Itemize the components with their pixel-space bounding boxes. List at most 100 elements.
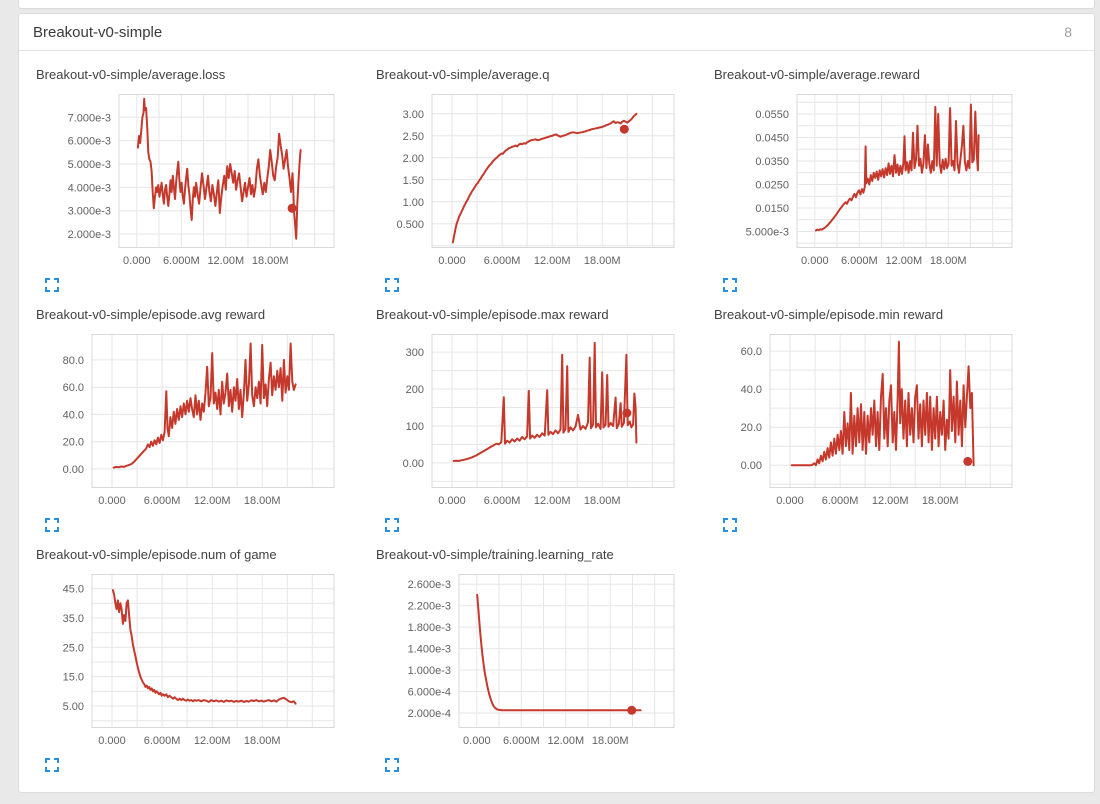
chart-card: Breakout-v0-simple/episode.max reward 0.… — [376, 307, 696, 537]
chart-card: Breakout-v0-simple/episode.num of game 5… — [36, 547, 356, 777]
x-tick-label: 12.00M — [885, 255, 922, 267]
y-tick-label: 2.50 — [403, 131, 424, 143]
x-tick-label: 12.00M — [194, 495, 231, 507]
y-tick-label: 0.0350 — [755, 156, 789, 168]
y-tick-label: 2.00 — [403, 153, 424, 165]
chart-title: Breakout-v0-simple/training.learning_rat… — [376, 547, 614, 562]
plot-border — [431, 94, 675, 248]
y-tick-label: 0.0250 — [755, 180, 789, 192]
x-tick-label: 0.000 — [123, 255, 151, 267]
expand-button[interactable] — [384, 518, 400, 534]
x-tick-label: 0.000 — [776, 495, 804, 507]
x-tick-label: 6.000M — [484, 495, 521, 507]
expand-icon — [45, 518, 59, 532]
y-tick-label: 0.0550 — [755, 109, 789, 121]
chart-card: Breakout-v0-simple/average.q 0.500 1.00 1.… — [376, 67, 696, 297]
chart-line — [814, 103, 980, 232]
line-chart[interactable]: 0.00 100 200 300 0.000 6.000M 12.00M 18.00M — [376, 334, 682, 512]
chart-line — [111, 589, 297, 705]
y-tick-label: 0.00 — [741, 460, 762, 472]
x-tick-label: 0.000 — [438, 255, 466, 267]
chart-title: Breakout-v0-simple/average.reward — [714, 67, 920, 82]
plot-border — [431, 334, 675, 488]
plot-border — [118, 94, 335, 248]
expand-icon — [385, 518, 399, 532]
y-tick-label: 1.400e-3 — [408, 644, 451, 656]
y-tick-label: 5.000e-3 — [68, 159, 111, 171]
line-chart[interactable]: 0.00 20.0 40.0 60.0 0.000 6.000M 12.00M 18.00M — [714, 334, 1020, 512]
x-tick-label: 6.000M — [484, 255, 521, 267]
y-tick-label: 0.0450 — [755, 133, 789, 145]
y-tick-label: 40.0 — [741, 384, 762, 396]
final-value-marker — [963, 456, 973, 466]
line-chart[interactable]: 5.00 15.0 25.0 35.0 45.0 0.000 6.000M 12.00M 18.… — [36, 573, 342, 752]
y-tick-label: 3.000e-3 — [68, 206, 111, 218]
line-chart[interactable]: 2.000e-3 3.000e-3 4.000e-3 5.000e-3 6.000e-3… — [36, 93, 342, 272]
y-tick-label: 3.00 — [403, 109, 424, 121]
x-tick-label: 18.00M — [592, 735, 629, 747]
chart-card: Breakout-v0-simple/episode.min reward 0.… — [714, 307, 1034, 537]
y-tick-label: 35.0 — [63, 613, 84, 625]
y-tick-label: 25.0 — [63, 642, 84, 654]
y-tick-label: 5.00 — [63, 701, 84, 713]
chart-line — [451, 112, 638, 244]
x-tick-label: 6.000M — [822, 495, 859, 507]
y-tick-label: 7.000e-3 — [68, 112, 111, 124]
y-tick-label: 40.0 — [63, 409, 84, 421]
chart-line — [790, 340, 975, 467]
x-tick-label: 6.000M — [503, 735, 540, 747]
x-tick-label: 0.000 — [801, 255, 829, 267]
line-chart[interactable]: 5.000e-3 0.0150 0.0250 0.0350 0.0450 0.0550 0.… — [714, 94, 1020, 272]
expand-button[interactable] — [384, 758, 400, 774]
expand-button[interactable] — [44, 758, 60, 774]
expand-icon — [723, 518, 737, 532]
plot-border — [91, 574, 335, 728]
plot-border — [458, 574, 675, 728]
y-tick-label: 60.0 — [741, 346, 762, 358]
y-tick-label: 15.0 — [63, 672, 84, 684]
line-chart[interactable]: 2.000e-4 6.000e-4 1.000e-3 1.400e-3 1.800e-3… — [376, 574, 682, 752]
expand-icon — [45, 758, 59, 772]
expand-button[interactable] — [384, 278, 400, 294]
chart-card: Breakout-v0-simple/episode.avg reward 0.… — [36, 307, 356, 537]
charts-grid: Breakout-v0-simple/average.loss 2.000e-3… — [19, 51, 1094, 794]
y-tick-label: 4.000e-3 — [68, 182, 111, 194]
x-tick-label: 6.000M — [841, 255, 878, 267]
x-tick-label: 12.00M — [872, 495, 909, 507]
chart-line — [136, 97, 302, 240]
chart-line — [452, 341, 638, 462]
expand-button[interactable] — [722, 518, 738, 534]
y-tick-label: 45.0 — [63, 584, 84, 596]
y-tick-label: 5.000e-3 — [746, 227, 789, 239]
y-tick-label: 6.000e-4 — [408, 687, 451, 699]
x-tick-label: 0.000 — [463, 735, 491, 747]
x-tick-label: 18.00M — [922, 495, 959, 507]
y-tick-label: 20.0 — [741, 422, 762, 434]
run-panel: Breakout-v0-simple 8 Breakout-v0-simple/… — [18, 13, 1095, 793]
y-tick-label: 0.0150 — [755, 203, 789, 215]
final-value-marker — [622, 408, 632, 418]
previous-panel-edge — [18, 0, 1095, 9]
x-tick-label: 18.00M — [252, 255, 289, 267]
line-chart[interactable]: 0.500 1.00 1.50 2.00 2.50 3.00 0.000 6.000M 12.0… — [376, 94, 682, 272]
chart-title: Breakout-v0-simple/episode.avg reward — [36, 307, 266, 322]
expand-icon — [385, 758, 399, 772]
y-tick-label: 80.0 — [63, 355, 84, 367]
x-tick-label: 6.000M — [144, 735, 181, 747]
panel-header[interactable]: Breakout-v0-simple 8 — [19, 14, 1094, 51]
y-tick-label: 1.00 — [403, 197, 424, 209]
x-tick-label: 12.00M — [207, 255, 244, 267]
expand-button[interactable] — [44, 278, 60, 294]
y-tick-label: 2.000e-3 — [68, 229, 111, 241]
chart-line — [112, 342, 297, 469]
expand-button[interactable] — [722, 278, 738, 294]
y-tick-label: 6.000e-3 — [68, 136, 111, 148]
x-tick-label: 18.00M — [584, 255, 621, 267]
y-tick-label: 2.000e-4 — [408, 708, 451, 720]
x-tick-label: 0.000 — [438, 495, 466, 507]
expand-button[interactable] — [44, 518, 60, 534]
plot-border — [769, 334, 1013, 488]
y-tick-label: 2.600e-3 — [408, 579, 451, 591]
plot-border — [91, 334, 335, 488]
line-chart[interactable]: 0.00 20.0 40.0 60.0 80.0 0.000 6.000M 12.00M 18.… — [36, 334, 342, 512]
